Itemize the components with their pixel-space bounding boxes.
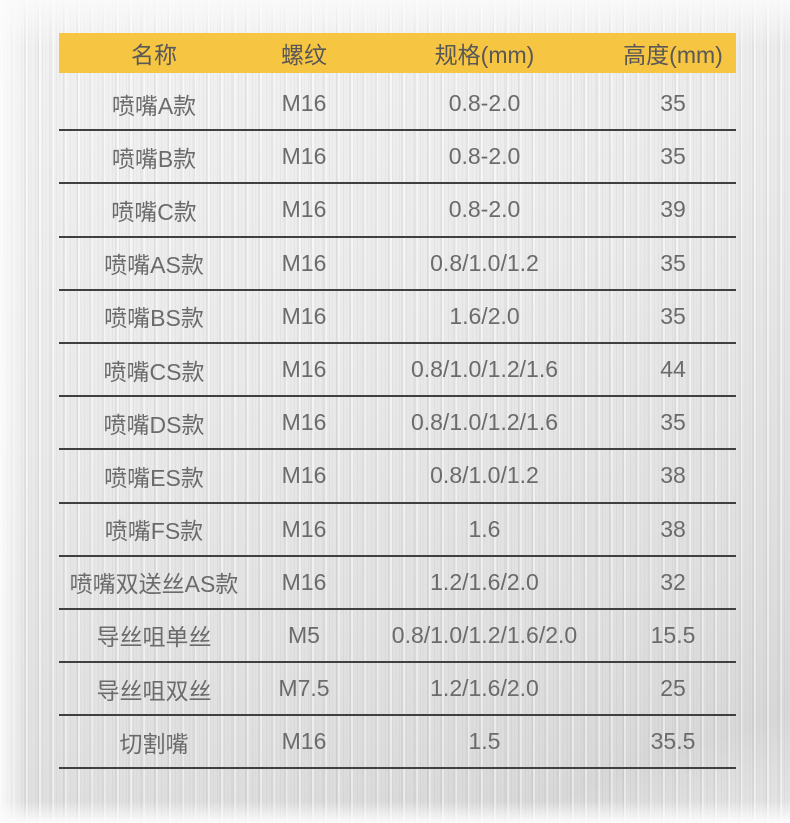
table-row: 喷嘴DS款 M16 0.8/1.0/1.2/1.6 35 — [59, 397, 736, 451]
cell-height: 35 — [660, 302, 686, 329]
table-row: 导丝咀双丝 M7.5 1.2/1.6/2.0 25 — [59, 663, 736, 717]
table-row: 喷嘴B款 M16 0.8-2.0 35 — [59, 131, 736, 185]
cell-name: 切割嘴 — [119, 730, 189, 757]
cell-name: 导丝咀单丝 — [96, 624, 212, 651]
column-header-spec: 规格(mm) — [434, 42, 535, 68]
cell-spec: 0.8-2.0 — [448, 90, 521, 117]
cell-name: 喷嘴双送丝AS款 — [69, 571, 239, 598]
cell-spec: 0.8-2.0 — [448, 196, 521, 223]
table-row: 喷嘴BS款 M16 1.6/2.0 35 — [59, 291, 736, 344]
cell-thread: M16 — [281, 728, 327, 755]
cell-name: 导丝咀双丝 — [96, 677, 212, 704]
cell-height: 35 — [660, 143, 686, 170]
cell-height: 15.5 — [650, 621, 696, 648]
cell-thread: M16 — [281, 143, 327, 170]
cell-spec: 0.8/1.0/1.2/1.6/2.0 — [391, 621, 578, 648]
cell-height: 38 — [660, 462, 686, 489]
cell-height: 35 — [660, 90, 686, 117]
column-header-thread: 螺纹 — [281, 42, 327, 68]
cell-spec: 0.8/1.0/1.2 — [430, 462, 539, 489]
cell-name: 喷嘴C款 — [111, 198, 197, 225]
cell-thread: M16 — [281, 302, 327, 329]
table-row: 导丝咀单丝 M5 0.8/1.0/1.2/1.6/2.0 15.5 — [59, 610, 736, 664]
cell-height: 35.5 — [650, 728, 696, 755]
cell-height: 35 — [660, 249, 686, 276]
spec-table: 名称 螺纹 规格(mm) 高度(mm) 喷嘴A款 M16 0.8-2.0 35 … — [59, 33, 736, 770]
cell-name: 喷嘴CS款 — [103, 358, 205, 385]
column-header-height: 高度(mm) — [623, 42, 723, 68]
cell-name: 喷嘴A款 — [111, 92, 197, 119]
table-row: 喷嘴双送丝AS款 M16 1.2/1.6/2.0 32 — [59, 557, 736, 610]
cell-thread: M16 — [281, 462, 327, 489]
cell-thread: M16 — [281, 196, 327, 223]
table-body: 喷嘴A款 M16 0.8-2.0 35 喷嘴B款 M16 0.8-2.0 35 … — [59, 78, 736, 770]
cell-height: 35 — [660, 409, 686, 436]
cell-spec: 0.8/1.0/1.2/1.6 — [410, 356, 559, 383]
cell-height: 25 — [660, 675, 686, 702]
cell-spec: 0.8/1.0/1.2 — [430, 249, 539, 276]
cell-spec: 1.2/1.6/2.0 — [430, 568, 539, 595]
cell-thread: M16 — [281, 515, 327, 542]
cell-name: 喷嘴AS款 — [104, 252, 204, 279]
table-row: 喷嘴C款 M16 0.8-2.0 39 — [59, 184, 736, 238]
cell-thread: M16 — [281, 249, 327, 276]
cell-height: 39 — [660, 196, 686, 223]
cell-name: 喷嘴BS款 — [104, 305, 204, 332]
cell-height: 38 — [660, 515, 686, 542]
cell-thread: M16 — [281, 356, 327, 383]
table-row: 喷嘴A款 M16 0.8-2.0 35 — [59, 78, 736, 132]
cell-name: 喷嘴DS款 — [103, 411, 205, 438]
table-header-row: 名称 螺纹 规格(mm) 高度(mm) — [59, 33, 736, 73]
cell-spec: 1.6 — [468, 515, 501, 542]
table-row: 喷嘴CS款 M16 0.8/1.0/1.2/1.6 44 — [59, 344, 736, 398]
cell-spec: 1.2/1.6/2.0 — [430, 675, 539, 702]
cell-thread: M16 — [281, 409, 327, 436]
table-row: 喷嘴FS款 M16 1.6 38 — [59, 504, 736, 557]
cell-thread: M7.5 — [278, 675, 330, 702]
column-header-name: 名称 — [131, 42, 177, 68]
cell-spec: 1.6/2.0 — [449, 302, 520, 329]
cell-spec: 0.8/1.0/1.2/1.6 — [410, 409, 559, 436]
cell-name: 喷嘴B款 — [111, 145, 197, 172]
cell-height: 32 — [660, 568, 686, 595]
cell-thread: M16 — [281, 568, 327, 595]
cell-name: 喷嘴ES款 — [104, 464, 204, 491]
table-row: 喷嘴ES款 M16 0.8/1.0/1.2 38 — [59, 450, 736, 504]
cell-thread: M16 — [281, 90, 327, 117]
cell-spec: 0.8-2.0 — [448, 143, 521, 170]
cell-spec: 1.5 — [468, 728, 501, 755]
cell-thread: M5 — [288, 621, 320, 648]
table-row: 喷嘴AS款 M16 0.8/1.0/1.2 35 — [59, 238, 736, 291]
cell-height: 44 — [660, 356, 686, 383]
table-row: 切割嘴 M16 1.5 35.5 — [59, 716, 736, 770]
cell-name: 喷嘴FS款 — [104, 518, 204, 545]
